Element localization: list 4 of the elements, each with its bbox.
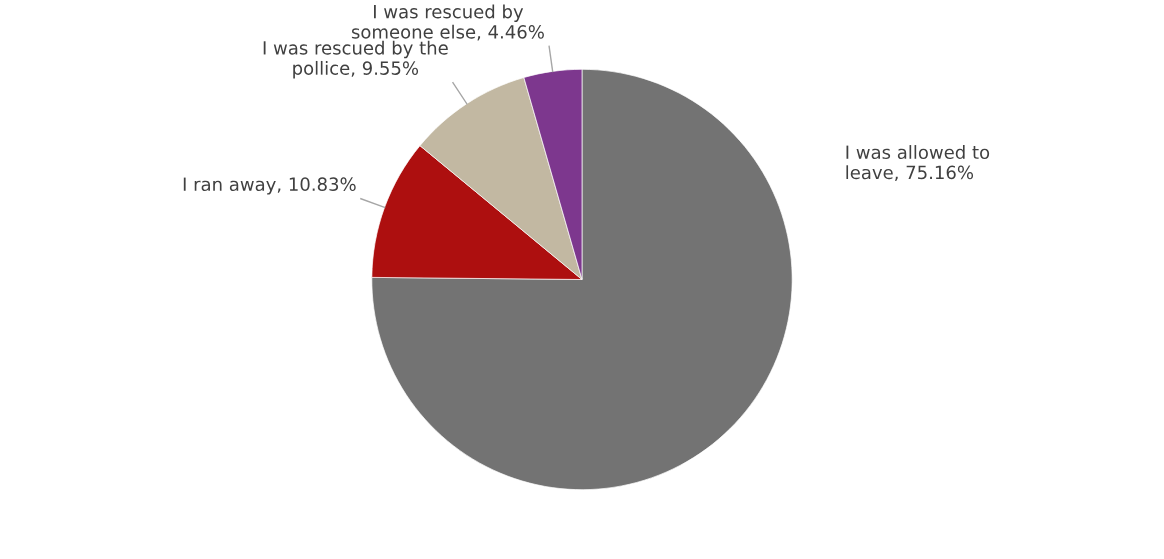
slice-label: I was rescued by someone else, 4.46% bbox=[351, 4, 544, 41]
slice-label: I ran away, 10.83% bbox=[183, 177, 356, 195]
slice-label: I was allowed to leave, 75.16% bbox=[846, 145, 990, 182]
slice-label: I was rescued by the pollice, 9.55% bbox=[263, 40, 448, 79]
